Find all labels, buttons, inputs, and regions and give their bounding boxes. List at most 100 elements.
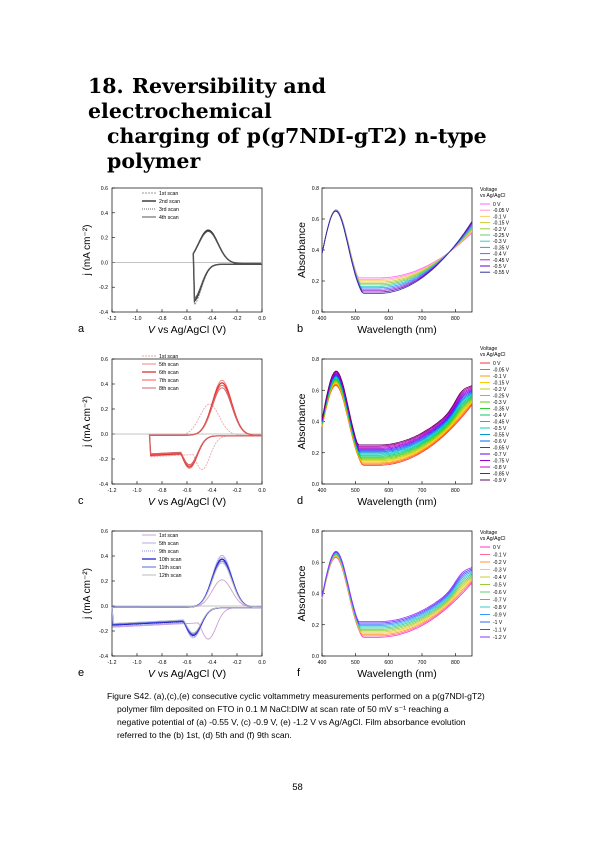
legend-entry-f: -0.5 V xyxy=(493,583,507,589)
legend-entry-b: 0 V xyxy=(493,202,501,208)
y-axis-label-a: j (mA cm⁻²) xyxy=(82,225,93,277)
legend-entry-b: -0.5 V xyxy=(493,264,507,270)
x-tick-label-f: 800 xyxy=(451,660,460,666)
legend-entry-e: 9th scan xyxy=(159,549,179,555)
legend-entry-d: -0.6 V xyxy=(493,439,507,445)
legend-entry-d: 0 V xyxy=(493,361,501,367)
y-tick-label-b: 0.2 xyxy=(312,279,319,285)
legend-entry-d: -0.35 V xyxy=(493,407,510,413)
page-number: 58 xyxy=(292,782,303,793)
legend-entry-b: -0.05 V xyxy=(493,208,510,214)
y-tick-label-a: 0.2 xyxy=(101,236,108,242)
x-tick-label-e: -0.8 xyxy=(158,660,167,666)
abs-curve-b xyxy=(321,209,473,283)
legend-entry-c: 6th scan xyxy=(159,370,179,376)
legend-entry-d: -0.8 V xyxy=(493,465,507,471)
legend-entry-f: -0.8 V xyxy=(493,605,507,611)
x-tick-label-a: -1.0 xyxy=(133,316,142,322)
x-tick-label-f: 400 xyxy=(318,660,327,666)
y-tick-label-c: -0.4 xyxy=(99,482,108,488)
y-tick-label-a: 0.4 xyxy=(101,211,108,217)
x-tick-label-c: 0.0 xyxy=(258,488,265,494)
legend-entry-f: 0 V xyxy=(493,545,501,551)
panel-label-d: d xyxy=(297,495,303,507)
legend-title-d: Voltage xyxy=(480,346,497,352)
y-tick-label-d: 0.4 xyxy=(312,420,319,426)
legend-entry-e: 1st scan xyxy=(159,533,178,539)
y-axis-label-e: j (mA cm⁻²) xyxy=(82,568,93,620)
x-axis-label-b: Wavelength (nm) xyxy=(357,324,437,336)
legend-entry-d: -0.75 V xyxy=(493,459,510,465)
x-tick-label-e: -0.6 xyxy=(183,660,192,666)
legend-entry-f: -0.1 V xyxy=(493,553,507,559)
legend-entry-d: -0.7 V xyxy=(493,452,507,458)
x-tick-label-c: -0.2 xyxy=(233,488,242,494)
x-tick-label-e: -0.2 xyxy=(233,660,242,666)
x-axis-label-e: V vs Ag/AgCl (V) xyxy=(148,668,226,680)
legend-entry-d: -0.4 V xyxy=(493,413,507,419)
legend-entry-c: 1st scan xyxy=(159,354,178,360)
legend-entry-b: -0.1 V xyxy=(493,214,507,220)
caption-line2: polymer film deposited on FTO in 0.1 M N… xyxy=(117,704,449,714)
section-title-line1: Reversibility and electrochemical xyxy=(88,74,326,123)
x-tick-label-d: 400 xyxy=(318,488,327,494)
x-tick-label-d: 600 xyxy=(384,488,393,494)
legend-entry-b: -0.4 V xyxy=(493,252,507,258)
x-tick-label-c: -0.6 xyxy=(183,488,192,494)
x-tick-label-a: -0.2 xyxy=(233,316,242,322)
legend-entry-d: -0.85 V xyxy=(493,472,510,478)
plot-frame-a xyxy=(111,187,263,313)
legend-title-f: Voltage xyxy=(480,530,497,536)
x-tick-label-b: 400 xyxy=(318,316,327,322)
abs-curve-d xyxy=(321,372,473,448)
x-tick-label-a: 0.0 xyxy=(258,316,265,322)
legend-entry-b: -0.2 V xyxy=(493,227,507,233)
x-tick-label-a: -0.4 xyxy=(208,316,217,322)
abs-curve-f xyxy=(321,552,473,626)
legend-entry-d: -0.3 V xyxy=(493,400,507,406)
panel-label-f: f xyxy=(297,667,301,679)
x-axis-label-c: V vs Ag/AgCl (V) xyxy=(148,496,226,508)
x-tick-label-b: 500 xyxy=(351,316,360,322)
y-tick-label-f: 0.0 xyxy=(312,654,319,660)
x-tick-label-c: -1.2 xyxy=(108,488,117,494)
plot-frame-b xyxy=(321,187,473,313)
y-axis-label-d: Absorbance xyxy=(296,393,308,449)
cv-curve-e-6 xyxy=(111,562,262,634)
y-tick-label-e: 0.0 xyxy=(101,604,108,610)
y-tick-label-f: 0.4 xyxy=(312,592,319,598)
section-title-line3: polymer xyxy=(107,149,201,173)
x-tick-label-f: 600 xyxy=(384,660,393,666)
x-tick-label-e: 0.0 xyxy=(258,660,265,666)
legend-subtitle-d: vs Ag/AgCl xyxy=(480,352,505,358)
x-tick-label-b: 700 xyxy=(418,316,427,322)
y-tick-label-e: 0.6 xyxy=(101,529,108,535)
y-tick-label-b: 0.4 xyxy=(312,248,319,254)
caption-line4: referred to the (b) 1st, (d) 5th and (f)… xyxy=(117,730,292,740)
y-tick-label-f: 0.6 xyxy=(312,560,319,566)
legend-entry-b: -0.3 V xyxy=(493,239,507,245)
y-tick-label-e: -0.4 xyxy=(99,654,108,660)
legend-entry-b: -0.55 V xyxy=(493,270,510,276)
legend-entry-d: -0.45 V xyxy=(493,420,510,426)
y-tick-label-c: -0.2 xyxy=(99,457,108,463)
section-number: 18. xyxy=(88,74,124,98)
legend-subtitle-b: vs Ag/AgCl xyxy=(480,193,505,199)
panel-label-a: a xyxy=(78,323,85,335)
y-tick-label-e: 0.2 xyxy=(101,579,108,585)
legend-entry-f: -1.2 V xyxy=(493,635,507,641)
abs-curve-b xyxy=(321,209,473,279)
legend-entry-d: -0.55 V xyxy=(493,433,510,439)
x-tick-label-e: -1.2 xyxy=(108,660,117,666)
y-tick-label-b: 0.0 xyxy=(312,310,319,316)
legend-entry-d: -0.25 V xyxy=(493,394,510,400)
plot-frame-e xyxy=(111,530,263,657)
legend-entry-f: -0.7 V xyxy=(493,598,507,604)
x-tick-label-c: -0.8 xyxy=(158,488,167,494)
y-axis-label-c: j (mA cm⁻²) xyxy=(82,396,93,448)
panel-label-e: e xyxy=(78,667,84,679)
x-tick-label-f: 700 xyxy=(418,660,427,666)
legend-entry-f: -0.3 V xyxy=(493,568,507,574)
y-tick-label-d: 0.6 xyxy=(312,388,319,394)
